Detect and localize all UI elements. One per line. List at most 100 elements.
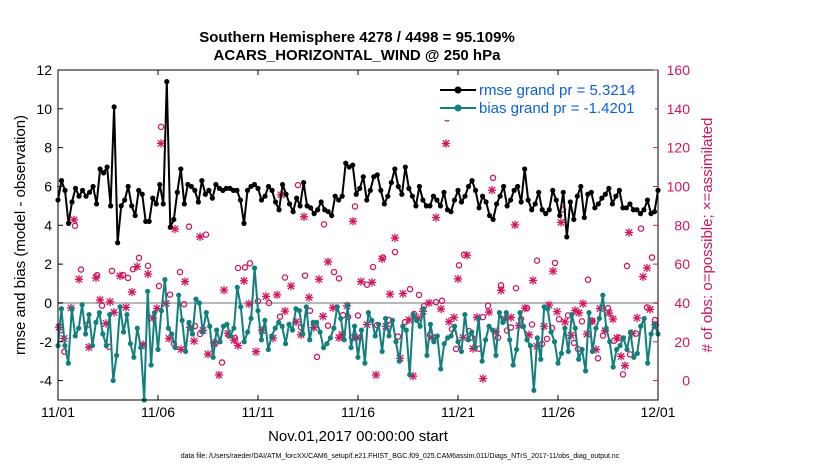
bias-point xyxy=(400,323,406,329)
rmse-point xyxy=(360,174,366,180)
obs-possible-point xyxy=(578,318,586,325)
rmse-point xyxy=(122,197,128,203)
rmse-point xyxy=(178,166,184,172)
rmse-point xyxy=(72,185,79,192)
obs-assimilated-point xyxy=(69,215,79,225)
bias-point xyxy=(324,341,330,347)
rmse-point xyxy=(265,183,272,190)
obs-assimilated-point xyxy=(189,336,199,346)
bias-point xyxy=(489,327,496,333)
legend: rmse grand pr = 5.3214 bias grand pr = -… xyxy=(434,76,655,120)
bias-point xyxy=(472,344,478,351)
rmse-point xyxy=(644,197,651,203)
obs-possible-point xyxy=(320,221,328,228)
rmse-point xyxy=(181,201,187,207)
bias-point xyxy=(365,310,371,316)
obs-possible-point xyxy=(98,302,106,309)
obs-possible-point xyxy=(351,203,359,210)
bias-point xyxy=(307,337,313,343)
obs-assimilated-point xyxy=(371,370,381,380)
rmse-point xyxy=(634,207,640,213)
bias-point xyxy=(286,321,292,327)
rmse-point xyxy=(97,166,103,172)
y-right-tick-label: 160 xyxy=(667,62,691,78)
obs-assimilated-point xyxy=(620,361,630,370)
obs-possible-point xyxy=(432,298,440,306)
bias-point xyxy=(407,372,413,378)
bias-point xyxy=(69,306,75,312)
obs-assimilated-point xyxy=(487,185,497,195)
bias-point xyxy=(645,360,651,366)
bias-point xyxy=(369,317,375,324)
rmse-point xyxy=(276,207,282,213)
obs-possible-point xyxy=(176,268,184,276)
rmse-point xyxy=(451,197,458,203)
x-tick-label: 11/06 xyxy=(141,404,175,420)
obs-assimilated-point xyxy=(441,139,451,148)
obs-assimilated-point xyxy=(251,347,261,356)
rmse-point xyxy=(132,212,138,219)
x-tick-label: 11/01 xyxy=(41,404,75,420)
rmse-point xyxy=(623,205,630,211)
rmse-point xyxy=(409,193,415,199)
bias-line xyxy=(57,267,659,401)
bias-point xyxy=(358,327,365,333)
obs-assimilated-point xyxy=(367,278,377,287)
bias-point xyxy=(417,323,423,329)
bias-point xyxy=(382,315,389,322)
rmse-point xyxy=(237,197,244,203)
bias-point xyxy=(217,339,223,345)
rmse-point xyxy=(420,197,426,203)
rmse-point xyxy=(546,207,552,213)
rmse-point xyxy=(637,211,644,217)
obs-assimilated-point xyxy=(520,304,530,313)
obs-assimilated-point xyxy=(203,350,213,359)
obs-possible-point xyxy=(406,285,414,293)
obs-assimilated-point xyxy=(390,233,400,243)
rmse-point xyxy=(536,189,542,195)
rmse-point xyxy=(195,199,201,205)
obs-assimilated-point xyxy=(424,298,434,308)
bias-point xyxy=(258,337,265,343)
bias-point xyxy=(348,344,354,351)
obs-possible-point xyxy=(241,264,249,271)
obs-assimilated-point xyxy=(214,370,224,380)
rmse-point xyxy=(69,199,75,205)
rmse-point xyxy=(522,166,528,172)
rmse-point xyxy=(164,79,170,85)
bias-point xyxy=(462,311,468,318)
x-tick-label: 12/01 xyxy=(640,404,675,420)
bias-point xyxy=(86,311,92,318)
bias-point xyxy=(510,362,516,368)
rmse-line xyxy=(57,80,659,244)
bias-point xyxy=(424,352,430,358)
bias-point xyxy=(314,319,320,325)
obs-assimilated-point xyxy=(121,303,131,312)
obs-assimilated-point xyxy=(624,228,634,237)
obs-assimilated-point xyxy=(604,308,614,318)
obs-possible-point xyxy=(234,264,242,272)
obs-possible-point xyxy=(157,123,165,131)
bias-point xyxy=(648,331,654,337)
bias-point xyxy=(414,317,420,324)
bias-point xyxy=(341,337,347,343)
bias-point xyxy=(593,325,599,331)
obs-possible-point xyxy=(335,275,343,282)
bias-point xyxy=(476,315,482,322)
rmse-point xyxy=(83,193,89,199)
rmse-point xyxy=(329,212,335,219)
rmse-point xyxy=(171,216,177,223)
obs-possible-point xyxy=(166,291,174,298)
obs-possible-point xyxy=(584,276,592,283)
bias-point xyxy=(282,341,289,347)
rmse-point xyxy=(311,211,317,217)
rmse-point xyxy=(350,162,356,168)
rmse-point xyxy=(511,187,517,193)
bias-point xyxy=(589,348,596,355)
obs-assimilated-point xyxy=(132,262,142,271)
rmse-point xyxy=(381,201,387,207)
bias-point xyxy=(503,310,509,316)
bias-point xyxy=(624,346,630,353)
obs-possible-point xyxy=(281,274,289,281)
bias-point xyxy=(224,321,230,327)
